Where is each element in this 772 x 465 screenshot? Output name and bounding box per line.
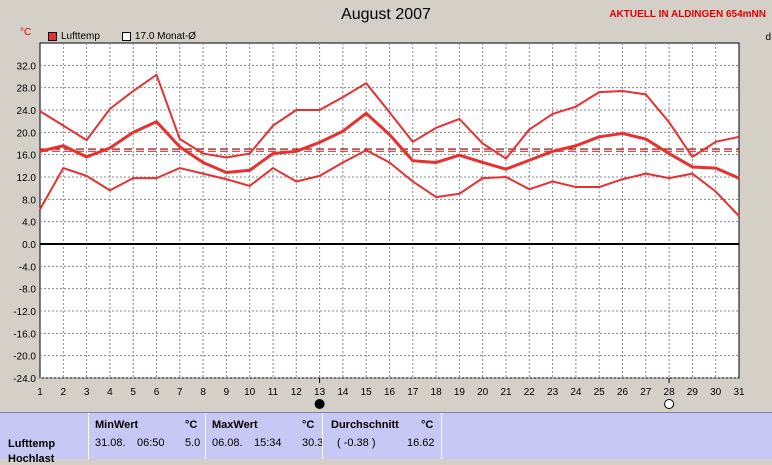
legend-swatch-lufttemp xyxy=(48,32,57,41)
new-moon-icon xyxy=(314,399,325,409)
avg-deviation: ( -0.38 ) xyxy=(337,437,376,449)
stats-row-label-2: Hochlast xyxy=(8,453,55,465)
y-unit-label: °C xyxy=(20,27,32,38)
x-tick-label: 30 xyxy=(710,387,722,398)
stats-row-label: Lufttemp xyxy=(8,438,56,450)
avg-header: Durchschnitt xyxy=(331,419,399,431)
x-tick-label: 28 xyxy=(664,387,676,398)
min-cell: MinWert °C 31.08. 06:50 5.0 xyxy=(88,413,205,459)
avg-unit: °C xyxy=(421,419,434,431)
x-tick-label: 24 xyxy=(570,387,582,398)
max-unit: °C xyxy=(302,419,315,431)
x-tick-label: 29 xyxy=(687,387,699,398)
y-tick-label: 4.0 xyxy=(22,218,36,229)
empty-cell xyxy=(441,413,767,459)
y-tick-label: -8.0 xyxy=(19,285,37,296)
x-tick-label: 3 xyxy=(84,387,90,398)
x-tick-label: 12 xyxy=(291,387,303,398)
x-tick-label: 23 xyxy=(547,387,559,398)
min-value: 5.0 xyxy=(185,437,201,449)
y-tick-label: -4.0 xyxy=(19,262,37,273)
max-date: 06.08. xyxy=(212,437,243,449)
x-tick-label: 22 xyxy=(524,387,536,398)
legend-swatch-monthly-avg xyxy=(121,32,131,41)
x-tick-label: 27 xyxy=(640,387,652,398)
x-tick-label: 26 xyxy=(617,387,629,398)
legend-label-monthly-avg: 17.0 Monat-Ø xyxy=(134,31,197,42)
y-tick-label: -12.0 xyxy=(13,307,36,318)
x-tick-label: 20 xyxy=(477,387,489,398)
x-tick-label: 18 xyxy=(431,387,443,398)
x-tick-label: 15 xyxy=(361,387,373,398)
y-tick-label: 12.0 xyxy=(17,173,37,184)
series-line-1 xyxy=(39,111,740,180)
x-tick-label: 31 xyxy=(733,387,745,398)
x-tick-label: 2 xyxy=(61,387,67,398)
y-tick-label: 0.0 xyxy=(22,240,36,251)
avg-cell: Durchschnitt °C ( -0.38 ) 16.62 xyxy=(322,413,441,459)
x-tick-label: 7 xyxy=(177,387,183,398)
min-date: 31.08. xyxy=(95,437,126,449)
y-tick-label: 16.0 xyxy=(17,151,37,162)
station-label: AKTUELL IN ALDINGEN 654mNN xyxy=(609,9,766,20)
min-unit: °C xyxy=(185,419,198,431)
x-tick-label: 10 xyxy=(244,387,256,398)
y-tick-label: 20.0 xyxy=(17,128,37,139)
full-moon-icon xyxy=(664,399,675,409)
x-tick-label: 14 xyxy=(337,387,349,398)
x-tick-label: 19 xyxy=(454,387,466,398)
min-time: 06:50 xyxy=(137,437,165,449)
legend-item-lufttemp[interactable]: Lufttemp xyxy=(48,31,100,42)
y-tick-label: 24.0 xyxy=(17,106,37,117)
min-header: MinWert xyxy=(95,419,139,431)
x-tick-label: 9 xyxy=(224,387,230,398)
y-tick-label: 32.0 xyxy=(17,61,37,72)
x-tick-label: 6 xyxy=(154,387,160,398)
series-line-0 xyxy=(39,73,740,160)
x-tick-label: 4 xyxy=(107,387,113,398)
legend: Lufttemp 17.0 Monat-Ø xyxy=(48,31,196,42)
x-tick-label: 25 xyxy=(594,387,606,398)
edge-label: d xyxy=(765,32,771,43)
y-tick-label: 28.0 xyxy=(17,84,37,95)
max-value: 30.3 xyxy=(302,437,324,449)
avg-value: 16.62 xyxy=(407,437,435,449)
max-time: 15:34 xyxy=(254,437,282,449)
x-tick-label: 8 xyxy=(200,387,206,398)
x-tick-label: 16 xyxy=(384,387,396,398)
x-tick-label: 13 xyxy=(314,387,326,398)
series-line-2 xyxy=(39,149,740,217)
legend-item-monthly-avg[interactable]: 17.0 Monat-Ø xyxy=(121,31,197,42)
plot-area xyxy=(39,42,740,379)
y-tick-label: -24.0 xyxy=(13,374,36,385)
x-tick-label: 5 xyxy=(130,387,136,398)
temperature-chart: 32.0 28.0 24.0 20.0 16.0 12.0 8.0 4.0 0.0 -4.0 -8.… xyxy=(13,42,745,409)
max-header: MaxWert xyxy=(212,419,258,431)
x-tick-label: 11 xyxy=(268,387,279,398)
x-tick-label: 17 xyxy=(407,387,419,398)
x-tick-label: 21 xyxy=(500,387,512,398)
legend-label-lufttemp: Lufttemp xyxy=(61,31,100,42)
y-tick-label: 8.0 xyxy=(22,195,36,206)
stats-table: Lufttemp Hochlast MinWert °C 31.08. 06:5… xyxy=(0,412,772,465)
x-tick-label: 1 xyxy=(37,387,43,398)
y-tick-label: -20.0 xyxy=(13,352,36,363)
max-cell: MaxWert °C 06.08. 15:34 30.3 xyxy=(205,413,324,459)
y-tick-label: -16.0 xyxy=(13,329,36,340)
chart-title: August 2007 xyxy=(341,6,431,23)
